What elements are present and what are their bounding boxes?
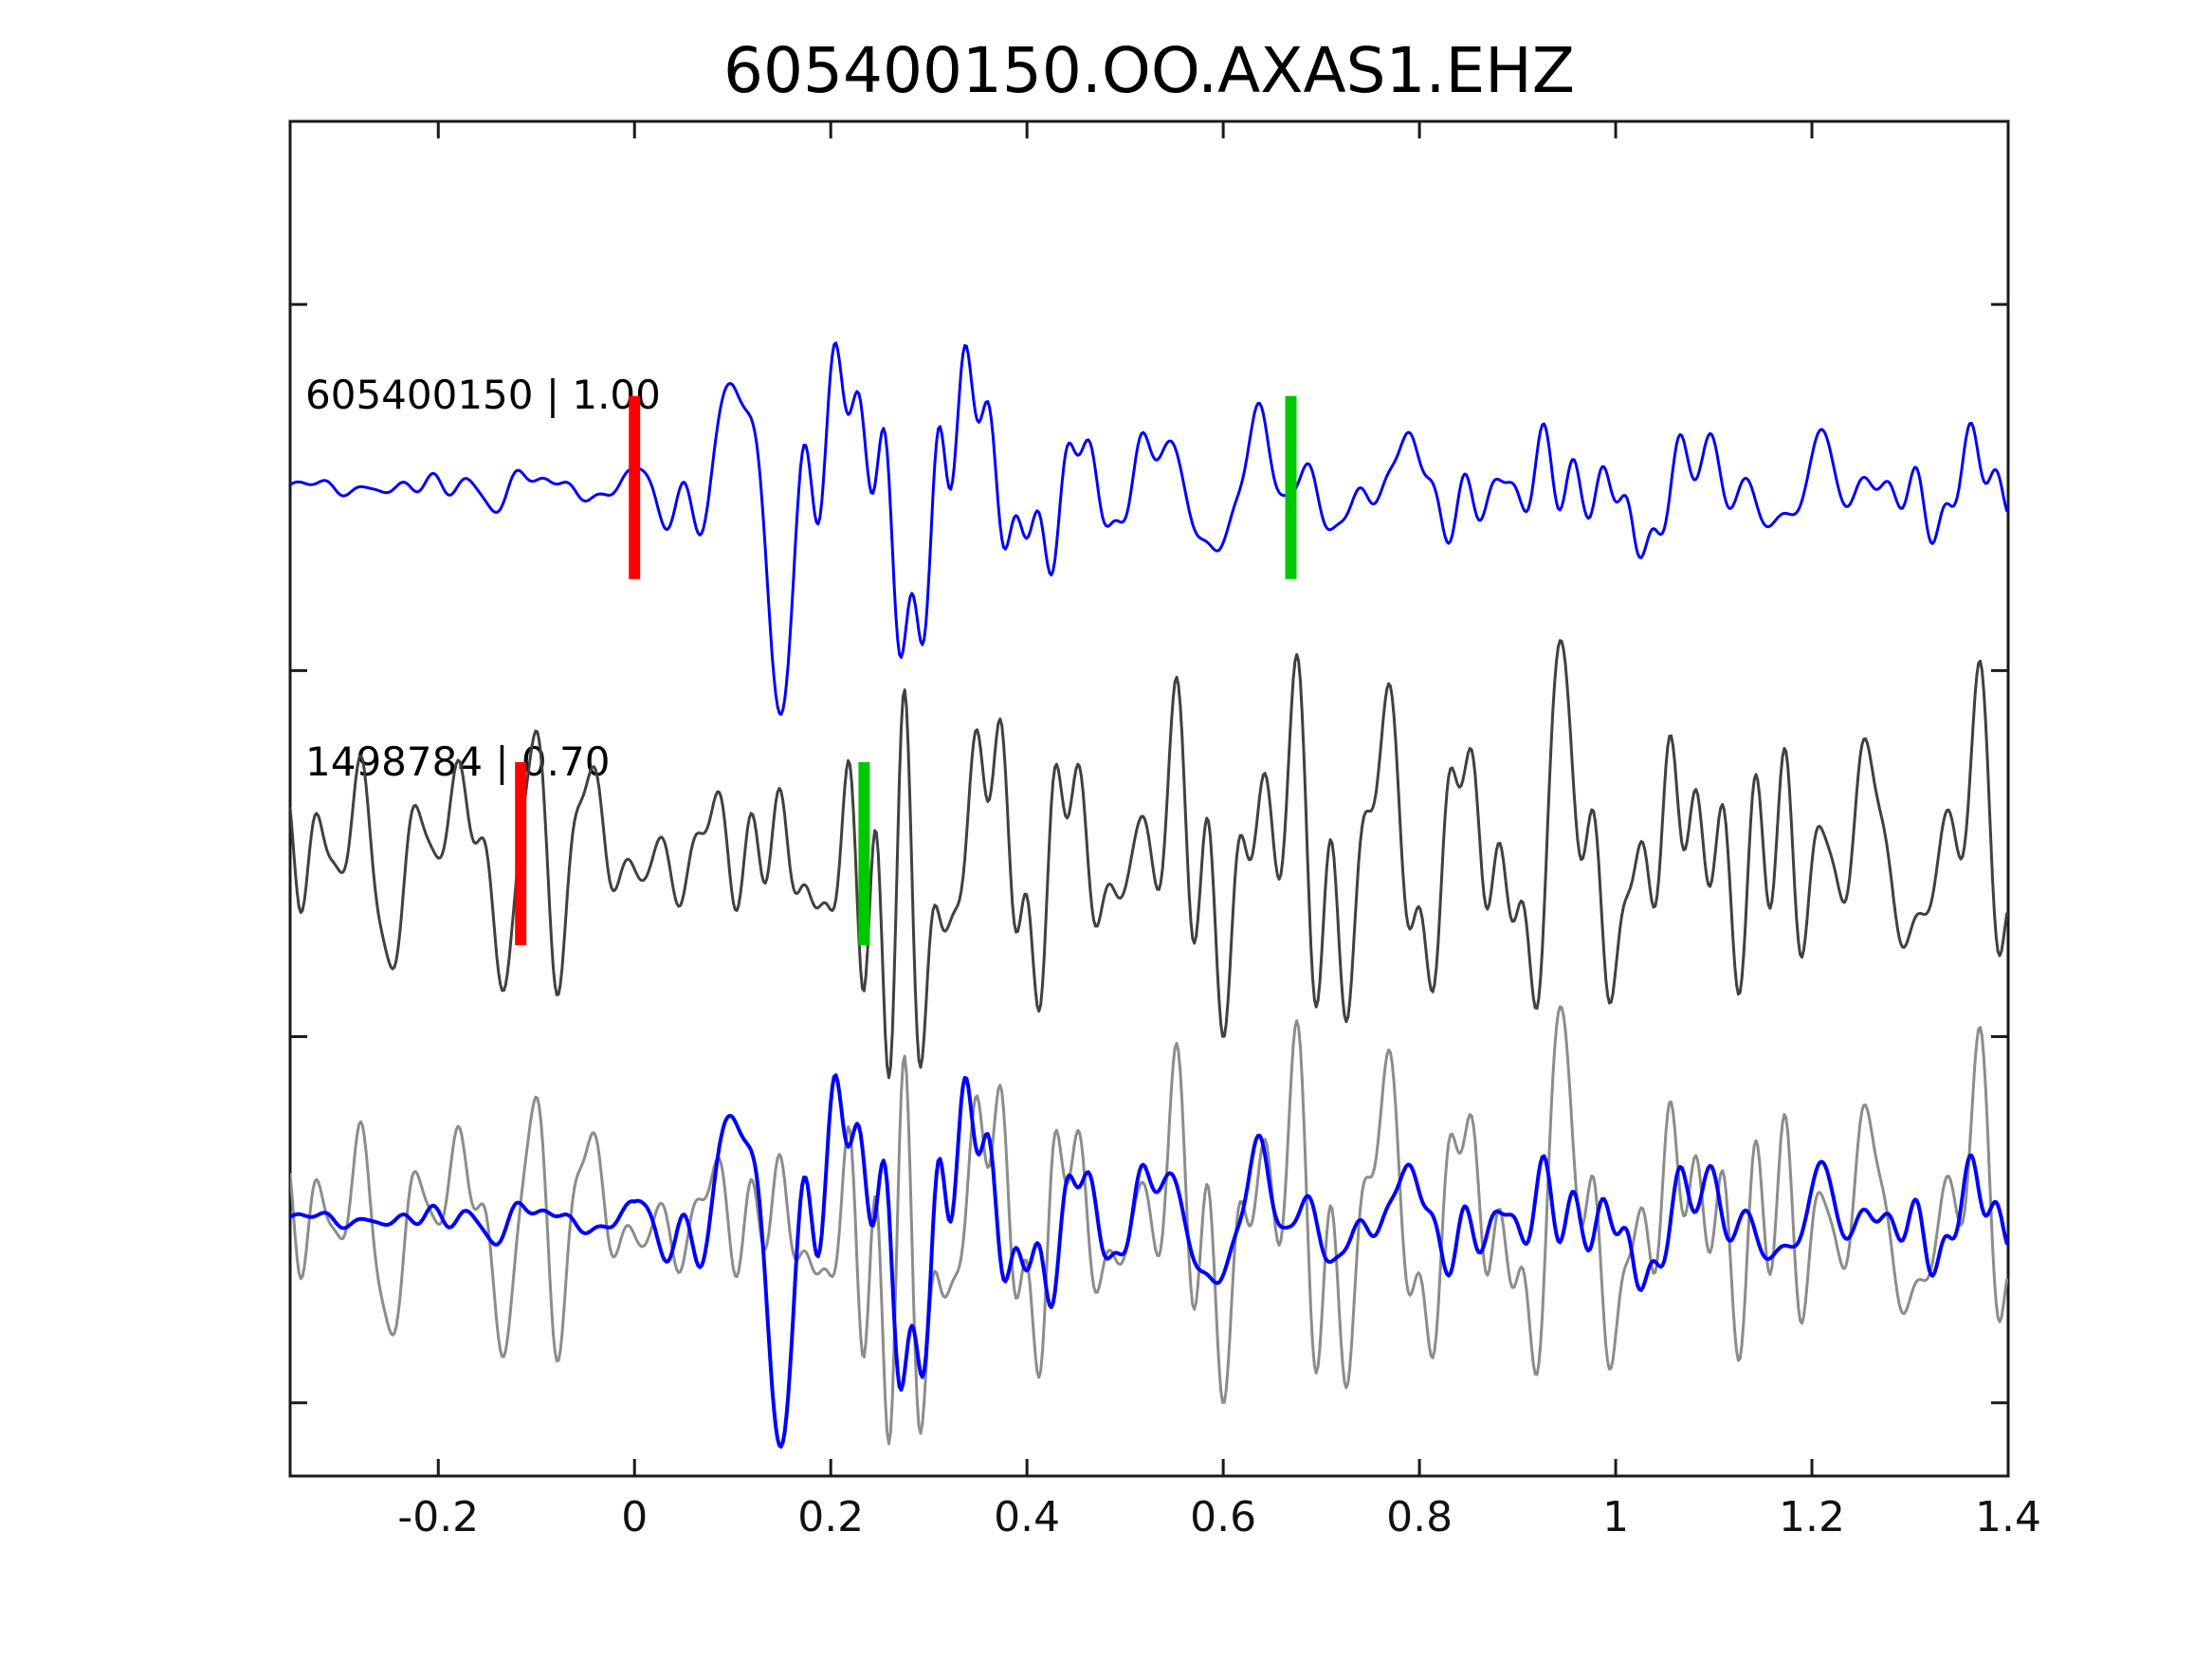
x-tick-label: 0.4 — [994, 1493, 1060, 1541]
x-tick-label: 0.8 — [1386, 1493, 1453, 1541]
x-tick-label: 0 — [621, 1493, 648, 1541]
axes: -0.2 0 0.2 0.4 0.6 0.8 1 1.2 1.4 — [288, 119, 2041, 1541]
pick-markers — [515, 395, 1297, 945]
x-tick-label: 1.2 — [1779, 1493, 1845, 1541]
trace-label-detection: 605400150 | 1.00 — [305, 372, 661, 418]
trace-overlay-candidate-1498784 — [290, 1005, 2008, 1446]
x-tick-label: 1.4 — [1975, 1493, 2041, 1541]
pick-marker-cc-pick — [1285, 395, 1297, 579]
x-tick-label: 0.6 — [1190, 1493, 1256, 1541]
trace-candidate-1498784 — [290, 639, 2008, 1080]
traces — [290, 341, 2008, 1449]
x-tick-label: 0.2 — [797, 1493, 864, 1541]
trace-detection-605400150 — [290, 341, 2008, 717]
trace-overlay-detection-605400150 — [290, 1073, 2008, 1449]
pick-marker-template-start — [515, 761, 527, 945]
chart-title: 605400150.OO.AXAS1.EHZ — [722, 34, 1576, 107]
pick-marker-cc-pick — [858, 761, 870, 945]
pick-marker-template-start — [629, 395, 641, 579]
x-tick-label: -0.2 — [397, 1493, 479, 1541]
plot-frame — [288, 119, 2010, 1478]
x-tick-label: 1 — [1602, 1493, 1629, 1541]
